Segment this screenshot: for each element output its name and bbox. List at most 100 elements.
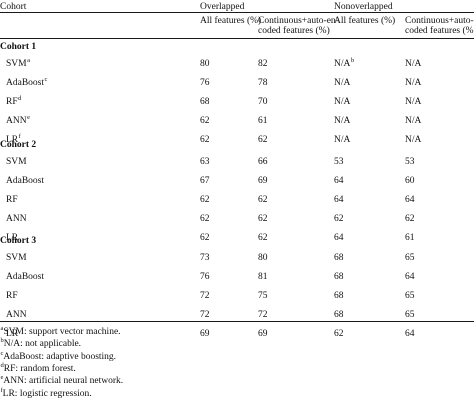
cell-nonoverlapped-cont-text: 65 <box>405 310 415 320</box>
cell-nonoverlapped-all: N/A <box>334 78 350 89</box>
cell-nonoverlapped-all-text: N/A <box>334 78 351 88</box>
cell-overlapped-cont-text: 62 <box>258 135 268 145</box>
group-title: Cohort 1 <box>0 42 36 53</box>
footnote-mark: c <box>0 349 4 357</box>
table-bottom-rule <box>0 321 474 322</box>
footnote-text: ANN: artificial neural network. <box>3 376 124 387</box>
cell-nonoverlapped-all-text: 64 <box>334 195 344 205</box>
cell-nonoverlapped-cont: N/A <box>405 135 421 146</box>
cell-nonoverlapped-all-text: 64 <box>334 176 344 186</box>
row-model: RF <box>6 195 18 206</box>
cell-nonoverlapped-cont: 62 <box>405 214 415 225</box>
cell-nonoverlapped-all-text: 53 <box>334 157 344 167</box>
row-model-text: SVM <box>6 253 27 263</box>
cell-overlapped-cont-text: 62 <box>258 195 268 205</box>
cell-nonoverlapped-cont: 65 <box>405 253 415 264</box>
header-rule-bottom <box>0 38 474 39</box>
cell-nonoverlapped-cont-text: 64 <box>405 195 415 205</box>
cell-nonoverlapped-all: 64 <box>334 233 344 244</box>
row-model-text: AdaBoost <box>6 272 44 282</box>
cell-overlapped-cont: 62 <box>258 195 268 206</box>
cell-overlapped-cont: 70 <box>258 97 268 108</box>
row-model-text: LR <box>6 233 19 243</box>
row-model: AdaBoost <box>6 272 44 283</box>
cell-nonoverlapped-all: 62 <box>334 329 344 340</box>
cell-overlapped-all: 69 <box>200 329 210 340</box>
footnote-mark: b <box>0 337 4 345</box>
cell-overlapped-cont: 62 <box>258 214 268 225</box>
cell-overlapped-cont: 69 <box>258 329 268 340</box>
value-footnote-mark: b <box>350 57 355 64</box>
cell-overlapped-all: 62 <box>200 195 210 206</box>
footnote: eANN: artificial neural network. <box>0 374 124 387</box>
cell-overlapped-cont: 61 <box>258 116 268 127</box>
footnote-text: SVM: support vector machine. <box>3 327 121 337</box>
row-model-text: SVM <box>6 157 27 167</box>
cell-nonoverlapped-all-text: 62 <box>334 214 344 224</box>
row-model: ANNe <box>6 114 30 127</box>
row-model: LRf <box>6 133 21 146</box>
cell-nonoverlapped-all: 68 <box>334 272 344 283</box>
cell-overlapped-all: 76 <box>200 272 210 283</box>
header-overlapped: Overlapped <box>200 2 245 12</box>
row-model-text: ANN <box>6 116 27 126</box>
cell-nonoverlapped-all-text: N/A <box>334 97 351 107</box>
footnote-mark: e <box>0 374 4 382</box>
cell-overlapped-all: 76 <box>200 78 210 89</box>
cell-nonoverlapped-all: N/A <box>334 97 350 108</box>
cell-nonoverlapped-cont: 65 <box>405 291 415 302</box>
cell-nonoverlapped-cont: 61 <box>405 233 415 244</box>
cell-overlapped-all: 80 <box>200 59 210 70</box>
cell-nonoverlapped-cont: N/A <box>405 97 421 108</box>
row-model-text: LR <box>6 329 19 339</box>
row-model: LR <box>6 233 18 244</box>
cell-overlapped-all: 72 <box>200 291 210 302</box>
header-overlapped-cont-line1: Continuous+auto-en- <box>258 16 339 26</box>
footnote-mark: a <box>0 325 4 332</box>
cell-overlapped-all-text: 62 <box>200 233 210 243</box>
cell-overlapped-cont-text: 70 <box>258 97 268 107</box>
cell-overlapped-all-text: 76 <box>200 272 210 282</box>
footnote: bN/A: not applicable. <box>0 337 82 350</box>
model-footnote-mark: d <box>18 95 22 102</box>
cell-nonoverlapped-all: 62 <box>334 214 344 225</box>
cell-nonoverlapped-all: 68 <box>334 310 344 321</box>
footnote-text: AdaBoost: adaptive boosting. <box>3 351 117 362</box>
footnote-mark: f <box>0 386 3 394</box>
cell-overlapped-cont-text: 66 <box>258 157 268 167</box>
cell-overlapped-all-text: 80 <box>200 59 210 69</box>
cell-overlapped-all-text: 62 <box>200 195 210 205</box>
group-title-text: Cohort 1 <box>0 42 37 52</box>
row-model-text: RF <box>6 291 18 301</box>
model-footnote-mark: f <box>18 133 21 140</box>
row-model: ANN <box>6 214 27 225</box>
cell-overlapped-all-text: 72 <box>200 310 210 320</box>
cell-nonoverlapped-all-text: 68 <box>334 291 344 301</box>
cell-nonoverlapped-all: N/A <box>334 135 350 146</box>
cell-nonoverlapped-cont-text: 62 <box>405 214 415 224</box>
cell-nonoverlapped-cont-text: N/A <box>405 78 422 88</box>
cell-overlapped-cont: 82 <box>258 59 268 70</box>
cell-nonoverlapped-all: 64 <box>334 195 344 206</box>
cell-nonoverlapped-all: 68 <box>334 253 344 264</box>
group-title-text: Cohort 2 <box>0 140 37 150</box>
cell-nonoverlapped-all-text: N/A <box>334 135 351 145</box>
row-model: AdaBoostc <box>6 76 47 89</box>
cell-overlapped-cont-text: 81 <box>258 272 268 282</box>
cell-overlapped-all-text: 63 <box>200 157 210 167</box>
row-model: AdaBoost <box>6 176 44 187</box>
row-model: RF <box>6 291 18 302</box>
cell-overlapped-cont-text: 75 <box>258 291 268 301</box>
header-overlapped-cont-line2: coded features (%) <box>258 26 330 36</box>
cell-nonoverlapped-cont-text: 60 <box>405 176 415 186</box>
cell-overlapped-all-text: 76 <box>200 78 210 88</box>
footnote: aSVM: support vector machine. <box>0 325 121 338</box>
cell-overlapped-all-text: 73 <box>200 253 210 263</box>
cell-nonoverlapped-all: 53 <box>334 157 344 168</box>
cell-overlapped-cont-text: 82 <box>258 59 268 69</box>
cell-overlapped-all: 73 <box>200 253 210 264</box>
cell-overlapped-all: 62 <box>200 233 210 244</box>
cell-overlapped-cont-text: 61 <box>258 116 268 126</box>
cell-overlapped-cont: 81 <box>258 272 268 283</box>
cell-nonoverlapped-cont: 64 <box>405 272 415 283</box>
